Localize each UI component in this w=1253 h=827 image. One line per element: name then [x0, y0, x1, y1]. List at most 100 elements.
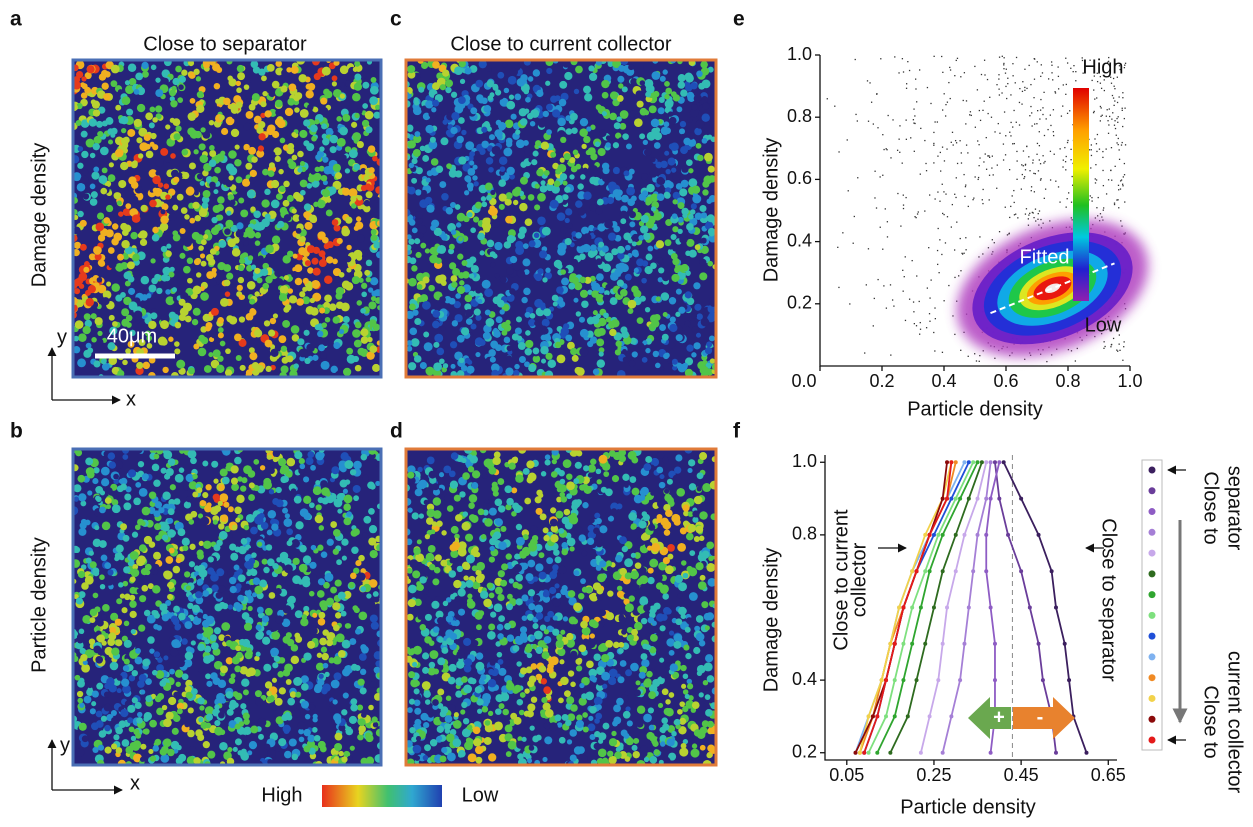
particle [458, 96, 466, 104]
particle [704, 153, 713, 162]
particle [475, 160, 481, 166]
particle [658, 267, 664, 273]
particle [698, 83, 705, 90]
particle [171, 170, 179, 178]
particle [265, 276, 272, 283]
particle [152, 670, 158, 676]
particle [149, 720, 157, 728]
particle [519, 203, 527, 211]
particle [249, 104, 256, 111]
particle [181, 149, 188, 156]
particle [97, 212, 104, 219]
particle [98, 745, 104, 751]
particle [469, 256, 476, 263]
particle [422, 301, 431, 310]
particle [670, 317, 676, 323]
particle [547, 611, 554, 618]
particle [321, 487, 330, 496]
particle [465, 141, 474, 150]
particle [102, 167, 108, 173]
particle [159, 603, 167, 611]
particle [357, 300, 363, 306]
particle [664, 94, 669, 99]
particle [636, 258, 644, 266]
particle [305, 714, 310, 719]
particle [446, 163, 452, 169]
particle [210, 634, 217, 641]
particle [672, 213, 678, 219]
particle [650, 315, 658, 323]
particle [346, 511, 352, 517]
particle [370, 614, 378, 622]
particle [251, 156, 257, 162]
particle [302, 576, 310, 584]
particle [632, 351, 638, 357]
particle [687, 92, 694, 99]
particle [80, 176, 88, 184]
particle [211, 571, 216, 576]
particle [149, 200, 157, 208]
particle [543, 308, 551, 316]
particle [123, 566, 130, 573]
particle [214, 720, 220, 726]
particle [352, 93, 361, 102]
particle [335, 733, 343, 741]
particle [649, 324, 655, 330]
particle [122, 607, 128, 613]
particle [611, 731, 616, 736]
particle [91, 722, 99, 730]
particle [638, 343, 644, 349]
particle [359, 730, 364, 735]
particle [458, 609, 465, 616]
particle [237, 595, 244, 602]
particle [358, 718, 366, 726]
particle [241, 752, 249, 760]
particle [683, 673, 689, 679]
particle [154, 454, 160, 460]
particle [353, 356, 359, 362]
particle [125, 203, 131, 209]
particle [287, 458, 296, 467]
particle [541, 359, 546, 364]
particle [222, 477, 230, 485]
particle [458, 156, 466, 164]
particle [455, 293, 461, 299]
particle [612, 475, 619, 482]
particle [686, 159, 693, 166]
particle [206, 714, 213, 721]
particle [490, 262, 495, 267]
particle [165, 124, 170, 129]
particle [414, 318, 421, 325]
particle [104, 725, 110, 731]
particle [223, 358, 231, 366]
particle [111, 238, 119, 246]
particle [193, 69, 199, 75]
particle [215, 99, 220, 104]
particle [351, 122, 357, 128]
particle [309, 215, 317, 223]
particle [151, 610, 157, 616]
particle [413, 149, 421, 157]
particle [626, 187, 635, 196]
particle [613, 226, 620, 233]
particle [465, 67, 472, 74]
particle [236, 102, 243, 109]
particle [99, 73, 106, 80]
particle [343, 316, 350, 323]
particle [350, 196, 356, 202]
particle [425, 248, 430, 253]
particle [284, 275, 289, 280]
particle [226, 657, 233, 664]
particle [140, 690, 145, 695]
particle [206, 271, 214, 279]
particle [668, 158, 676, 166]
particle [79, 629, 85, 635]
particle [281, 714, 288, 721]
particle [85, 520, 91, 526]
particle [353, 528, 360, 535]
particle [111, 647, 119, 655]
particle [320, 98, 327, 105]
particle [174, 133, 181, 140]
particle [485, 309, 491, 315]
particle [576, 665, 582, 671]
